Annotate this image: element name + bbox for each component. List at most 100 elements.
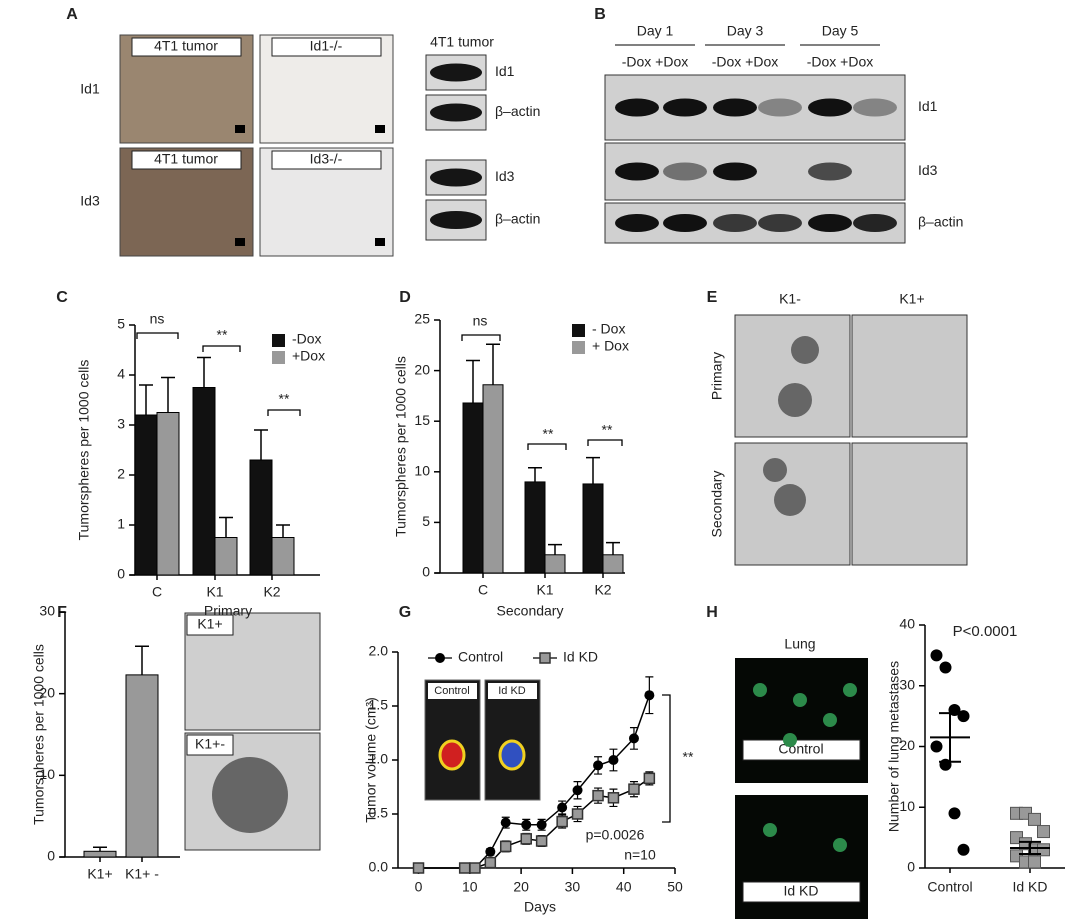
marker — [608, 755, 619, 765]
bar — [462, 402, 484, 574]
sphere — [791, 336, 819, 364]
scale-bar — [235, 125, 245, 133]
condition-label: -Dox +Dox — [712, 54, 779, 70]
significance-bracket — [136, 332, 179, 339]
bar — [271, 537, 295, 576]
cell — [833, 838, 847, 852]
condition-label: -Dox +Dox — [622, 54, 689, 70]
cell — [793, 693, 807, 707]
y-tick-label: 40 — [899, 616, 915, 632]
x-tick-label: C — [478, 582, 488, 598]
band — [808, 162, 852, 181]
blot-label: β–actin — [495, 211, 540, 227]
bar — [83, 850, 117, 858]
label: Id KD — [498, 685, 526, 697]
cell — [823, 713, 837, 727]
bar — [125, 674, 159, 858]
y-tick-label: 15 — [414, 412, 430, 428]
scale-bar — [235, 238, 245, 246]
annotation: ** — [279, 391, 290, 407]
bar — [544, 554, 566, 574]
legend-swatch — [272, 334, 285, 347]
band — [615, 98, 659, 117]
x-tick-label: 10 — [462, 879, 478, 895]
y-tick-label: 0 — [422, 564, 430, 580]
y-tick-label: 1.5 — [369, 697, 389, 713]
band — [853, 98, 897, 117]
annotation: ns — [150, 311, 165, 327]
cell — [763, 823, 777, 837]
legend-swatch — [272, 351, 285, 364]
x-tick-label: 20 — [513, 879, 529, 895]
band — [808, 214, 852, 232]
x-tick-label: K1 — [536, 582, 553, 598]
band — [430, 103, 482, 122]
y-tick-label: 2.0 — [369, 643, 389, 659]
y-tick-label: 10 — [899, 798, 915, 814]
panel-label: B — [594, 6, 606, 23]
marker — [458, 862, 471, 874]
point — [930, 740, 943, 753]
marker — [412, 862, 425, 874]
day-label: Day 5 — [822, 23, 859, 39]
error-bar — [528, 467, 542, 482]
legend-label: - Dox — [592, 321, 625, 337]
y-tick-label: 5 — [422, 513, 430, 529]
bar — [249, 459, 273, 576]
marker — [485, 846, 496, 857]
marker — [469, 862, 481, 874]
x-tick-label: K2 — [594, 582, 611, 598]
y-tick-label: 30 — [899, 676, 915, 692]
bioluminescence — [438, 739, 466, 771]
legend-marker — [539, 652, 551, 664]
y-tick-label: 1.0 — [369, 751, 389, 767]
label-box — [271, 150, 382, 170]
marker — [500, 817, 511, 828]
y-tick-label: 4 — [117, 366, 125, 382]
annotation: ** — [217, 327, 228, 343]
legend-label: Control — [458, 649, 503, 665]
error-bar — [548, 543, 562, 555]
x-tick-label: K1+ — [87, 866, 112, 882]
scale-bar — [375, 125, 385, 133]
marker — [607, 792, 620, 804]
annotation: n=10 — [624, 847, 656, 863]
band — [430, 63, 482, 82]
annotation: ** — [543, 426, 554, 442]
label-box — [488, 683, 537, 699]
band — [430, 168, 482, 187]
label: Id3-/- — [310, 151, 343, 167]
band — [663, 214, 707, 232]
x-axis-label: Primary — [204, 603, 252, 619]
x-axis-label: Secondary — [497, 603, 564, 619]
y-tick-label: 25 — [414, 311, 430, 327]
band — [615, 214, 659, 232]
panel-label: C — [56, 289, 68, 306]
micrograph — [851, 442, 968, 566]
band — [713, 98, 757, 117]
y-tick-label: 0.0 — [369, 859, 389, 875]
y-axis-label: Tumorspheres per 1000 cells — [393, 356, 409, 537]
sem-bar — [939, 712, 961, 763]
marker — [571, 808, 584, 820]
sphere — [774, 484, 806, 516]
marker — [535, 835, 548, 847]
y-tick-label: 0 — [907, 859, 915, 875]
sem-bar — [1019, 840, 1041, 856]
bioluminescence — [498, 739, 526, 771]
annotation: P<0.0001 — [953, 623, 1018, 640]
blot-label: β–actin — [495, 103, 540, 119]
band — [713, 214, 757, 232]
y-tick-label: 10 — [414, 463, 430, 479]
y-tick-label: 10 — [39, 766, 55, 782]
error-bar — [161, 376, 175, 413]
point — [1037, 843, 1050, 857]
error-bar — [135, 645, 149, 675]
label: 4T1 tumor — [154, 38, 218, 54]
legend-label: -Dox — [292, 331, 322, 347]
significance-bracket — [662, 694, 671, 823]
blot-label: β–actin — [918, 214, 963, 230]
band — [758, 214, 802, 232]
error-bar — [486, 343, 500, 385]
column-label: K1- — [779, 291, 801, 307]
